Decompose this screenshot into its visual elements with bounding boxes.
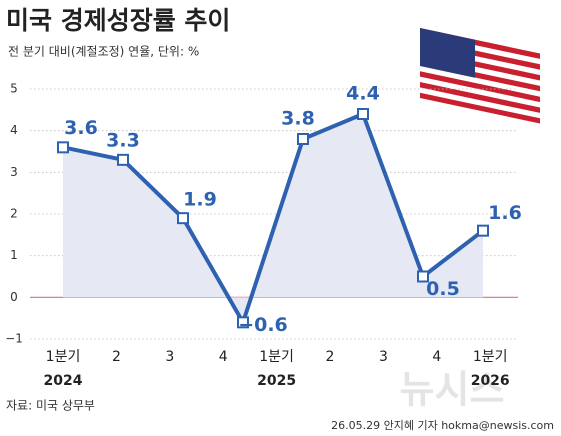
year-label: 2025 [257, 373, 296, 389]
credit: 26.05.29 안지혜 기자 hokma@newsis.com [331, 419, 554, 432]
flag [420, 27, 540, 124]
marker [57, 141, 69, 154]
data-label: 1.6 [488, 202, 522, 224]
x-tick-label: 4 [219, 349, 228, 365]
y-tick-label: 5 [10, 82, 18, 96]
x-tick-label: 1분기 [46, 349, 81, 365]
marker [357, 108, 369, 120]
line [62, 112, 485, 325]
x-tick-label: 2 [112, 349, 121, 365]
y-tick-label: −1 [5, 332, 23, 346]
year-label: 2024 [44, 373, 83, 389]
flag-stripe [420, 71, 540, 103]
data-label: −0.6 [238, 314, 288, 336]
data-label: 3.8 [281, 108, 315, 130]
marker [297, 133, 309, 145]
y-tick-label: 2 [10, 207, 18, 221]
x-tick-label: 1분기 [473, 349, 508, 365]
x-tick-label: 2 [326, 349, 335, 365]
area [63, 114, 483, 323]
data-label: 1.9 [183, 189, 217, 211]
data-label: 4.4 [346, 83, 380, 105]
marker [177, 212, 189, 225]
y-tick-label: 4 [10, 123, 18, 137]
x-tick-label: 3 [379, 349, 388, 365]
marker [237, 316, 249, 329]
flag-stripe [420, 82, 540, 113]
marker [417, 270, 429, 283]
marker [477, 224, 489, 237]
flag-canton [420, 27, 475, 78]
data-label: 3.6 [64, 117, 98, 139]
chart-title: 미국 경제성장률 추이 [6, 6, 230, 35]
data-label: 0.5 [426, 278, 460, 300]
watermark: 뉴시스 [400, 368, 505, 412]
y-tick-label: 3 [10, 165, 18, 179]
marker [117, 153, 129, 166]
source: 자료: 미국 상무부 [6, 399, 95, 413]
flag-stripe [420, 92, 540, 124]
year-label: 2026 [471, 373, 510, 389]
x-tick-label: 3 [165, 349, 174, 365]
y-tick-label: 1 [10, 248, 18, 262]
y-tick-label: 0 [10, 290, 18, 304]
chart-subtitle: 전 분기 대비(계절조정) 연율, 단위: % [8, 45, 199, 59]
x-tick-label: 4 [432, 349, 441, 365]
x-tick-label: 1분기 [259, 349, 294, 365]
data-label: 3.3 [106, 129, 140, 151]
